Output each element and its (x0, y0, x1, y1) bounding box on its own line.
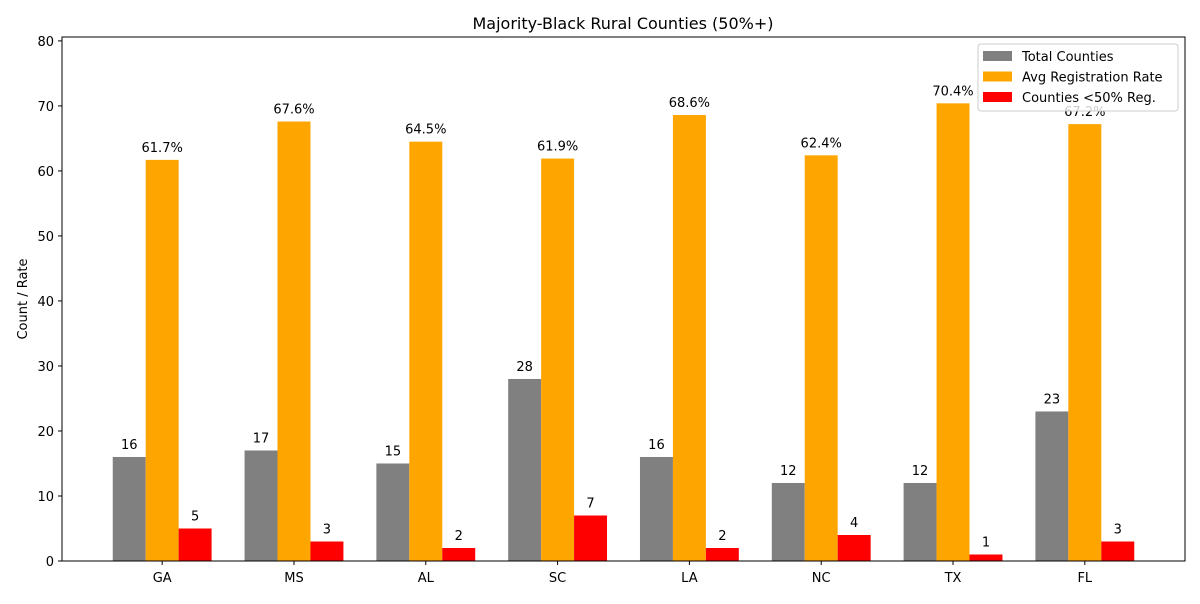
legend-swatch (983, 51, 1012, 61)
bar-MS-series-1 (277, 121, 311, 562)
bar-GA-series-2 (178, 528, 212, 561)
data-label: 62.4% (801, 136, 842, 151)
data-label: 2 (455, 529, 463, 544)
y-tick-label: 0 (46, 555, 54, 570)
bar-AL-series-1 (409, 141, 443, 561)
bar-NC-series-1 (804, 155, 838, 562)
bar-LA-series-2 (705, 547, 739, 561)
bar-AL-series-0 (376, 463, 410, 561)
data-label: 5 (191, 509, 199, 524)
bar-LA-series-1 (672, 115, 706, 561)
x-tick-label: GA (153, 571, 172, 586)
data-label: 61.7% (142, 141, 183, 156)
x-tick-label: TX (944, 571, 962, 586)
bar-NC-series-2 (837, 534, 871, 561)
bar-TX-series-0 (903, 482, 937, 561)
y-tick-label: 40 (37, 295, 54, 310)
bar-FL-series-0 (1035, 411, 1069, 561)
bar-LA-series-0 (639, 456, 673, 561)
y-tick-label: 20 (37, 425, 54, 440)
bar-NC-series-0 (771, 482, 805, 561)
bar-GA-series-1 (145, 159, 179, 561)
bar-FL-series-1 (1068, 124, 1102, 561)
y-axis-label: Count / Rate (16, 258, 31, 339)
data-label: 1 (982, 535, 990, 550)
data-label: 12 (780, 464, 797, 479)
data-label: 12 (912, 464, 929, 479)
y-tick-label: 30 (37, 360, 54, 375)
data-label: 2 (718, 529, 726, 544)
bar-AL-series-2 (442, 547, 476, 561)
data-label: 3 (1114, 522, 1122, 537)
data-label: 7 (586, 496, 594, 511)
bar-GA-series-0 (112, 456, 146, 561)
legend-label: Total Counties (1021, 50, 1114, 65)
data-label: 68.6% (669, 96, 710, 111)
data-label: 67.6% (273, 103, 314, 118)
legend: Total Counties Avg Registration Rate Count… (977, 43, 1179, 112)
bar-SC-series-2 (574, 515, 608, 561)
legend-box (977, 43, 1179, 112)
data-label: 23 (1044, 392, 1061, 407)
x-tick-label: FL (1077, 571, 1092, 586)
legend-swatch (983, 92, 1012, 102)
data-label: 16 (121, 438, 138, 453)
data-label: 4 (850, 516, 858, 531)
data-label: 28 (516, 360, 533, 375)
x-tick-label: MS (284, 571, 303, 586)
y-tick-label: 80 (37, 35, 54, 50)
x-tick-label: SC (549, 571, 566, 586)
y-tick-label: 60 (37, 165, 54, 180)
data-label: 70.4% (932, 84, 973, 99)
y-tick-label: 50 (37, 230, 54, 245)
data-label: 3 (323, 522, 331, 537)
bar-TX-series-2 (969, 554, 1003, 561)
y-tick-label: 70 (37, 100, 54, 115)
chart-title: Majority-Black Rural Counties (50%+) (472, 14, 773, 33)
x-tick-label: NC (812, 571, 831, 586)
bar-MS-series-2 (310, 541, 344, 561)
data-label: 17 (253, 431, 270, 446)
x-tick-label: LA (681, 571, 698, 586)
bar-SC-series-0 (508, 378, 542, 561)
data-label: 16 (648, 438, 665, 453)
x-tick-label: AL (418, 571, 435, 586)
legend-label: Counties <50% Reg. (1022, 91, 1156, 106)
y-tick-label: 10 (37, 490, 54, 505)
legend-swatch (983, 71, 1012, 82)
data-label: 64.5% (405, 123, 446, 138)
data-label: 15 (385, 444, 402, 459)
bar-TX-series-1 (936, 103, 970, 561)
bar-MS-series-0 (244, 450, 278, 561)
bar-FL-series-2 (1101, 541, 1135, 561)
legend-label: Avg Registration Rate (1022, 71, 1163, 86)
data-label: 61.9% (537, 140, 578, 155)
plot-frame (61, 36, 1186, 562)
bar-SC-series-1 (541, 158, 575, 562)
